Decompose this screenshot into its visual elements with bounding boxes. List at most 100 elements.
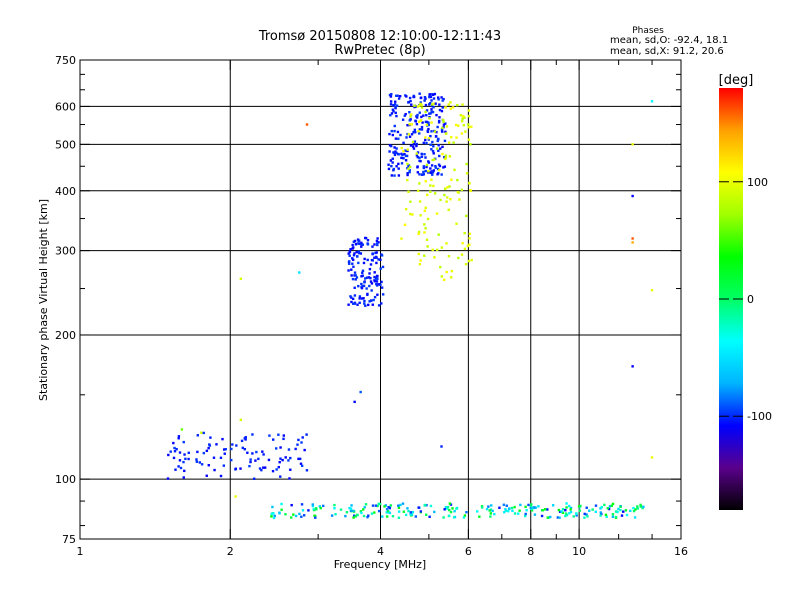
scatter-point (451, 106, 455, 109)
scatter-point (440, 129, 444, 133)
scatter-point (464, 262, 468, 266)
scatter-point (431, 158, 434, 162)
scatter-point (375, 251, 378, 254)
scatter-point (507, 507, 511, 511)
scatter-point (489, 512, 493, 515)
scatter-point (605, 515, 608, 518)
scatter-point (267, 458, 271, 462)
scatter-point (423, 96, 427, 99)
scatter-point (436, 248, 439, 252)
scatter-point (334, 513, 337, 516)
scatter-point (360, 282, 363, 286)
scatter-point (377, 304, 381, 307)
scatter-point (307, 509, 310, 512)
scatter-point (403, 114, 406, 117)
scatter-point (200, 431, 203, 434)
scatter-point (391, 514, 395, 518)
scatter-point (524, 512, 527, 516)
scatter-point (362, 514, 366, 518)
scatter-point (202, 431, 205, 435)
scatter-point (182, 440, 185, 444)
scatter-point (394, 100, 397, 103)
scatter-point (300, 503, 304, 506)
scatter-point (415, 142, 418, 146)
scatter-point (480, 506, 484, 509)
scatter-point (432, 105, 435, 109)
x-axis-label: Frequency [MHz] (334, 558, 426, 571)
scatter-point (432, 152, 435, 155)
scatter-point (215, 443, 218, 446)
scatter-point (450, 178, 453, 181)
scatter-point (305, 433, 308, 436)
scatter-point (386, 509, 390, 513)
scatter-point (425, 114, 428, 117)
scatter-point (360, 245, 363, 248)
colorbar-tick-label: 0 (747, 293, 754, 306)
scatter-point (435, 212, 439, 215)
scatter-point (456, 103, 459, 107)
scatter-point (243, 437, 246, 440)
x-tick-label: 4 (377, 545, 384, 558)
scatter-point (619, 505, 622, 508)
scatter-point (174, 468, 177, 471)
scatter-point (424, 513, 428, 516)
scatter-point (403, 152, 406, 156)
scatter-point (608, 505, 612, 508)
scatter-point (397, 162, 400, 166)
scatter-point (361, 243, 364, 246)
scatter-point (404, 207, 408, 211)
scatter-point (395, 94, 398, 97)
scatter-point (436, 173, 439, 176)
scatter-point (464, 130, 467, 133)
scatter-point (251, 433, 254, 436)
scatter-point (435, 130, 438, 134)
scatter-point (371, 252, 374, 255)
scatter-point (633, 516, 637, 519)
scatter-point (360, 511, 363, 515)
scatter-point (377, 283, 381, 286)
scatter-point (393, 103, 397, 106)
scatter-point (177, 465, 180, 468)
scatter-point (438, 119, 441, 123)
scatter-point (416, 155, 419, 159)
scatter-point (631, 365, 634, 368)
scatter-point (282, 437, 285, 441)
scatter-point (469, 189, 472, 192)
scatter-point (207, 446, 210, 450)
scatter-point (419, 96, 423, 99)
scatter-point (525, 509, 528, 512)
scatter-point (397, 506, 401, 509)
y-axis-label: Stationary phase Virtual Height [km] (37, 199, 50, 401)
scatter-point (360, 286, 364, 290)
scatter-point (418, 128, 421, 131)
scatter-point (415, 154, 419, 157)
scatter-point (414, 119, 417, 122)
scatter-point (427, 137, 431, 140)
scatter-point (351, 258, 355, 262)
scatter-point (390, 129, 393, 133)
scatter-point (429, 171, 433, 174)
scatter-point (392, 110, 395, 113)
scatter-point (455, 506, 459, 510)
scatter-point (351, 243, 354, 247)
scatter-point (179, 466, 183, 470)
scatter-point (391, 161, 394, 164)
scatter-point (513, 512, 517, 515)
scatter-point (353, 271, 357, 274)
scatter-point (504, 508, 507, 511)
scatter-point (212, 456, 216, 459)
scatter-point (468, 182, 471, 185)
scatter-point (445, 125, 449, 128)
scatter-point (417, 252, 420, 256)
scatter-point (255, 450, 258, 454)
scatter-point (396, 94, 399, 97)
scatter-point (431, 149, 435, 153)
scatter-point (248, 464, 251, 468)
scatter-point (230, 458, 233, 462)
scatter-point (366, 293, 369, 297)
scatter-point (367, 303, 370, 307)
scatter-point (452, 516, 456, 519)
scatter-point (425, 120, 429, 124)
scatter-point (352, 509, 355, 513)
scatter-point (564, 512, 568, 515)
